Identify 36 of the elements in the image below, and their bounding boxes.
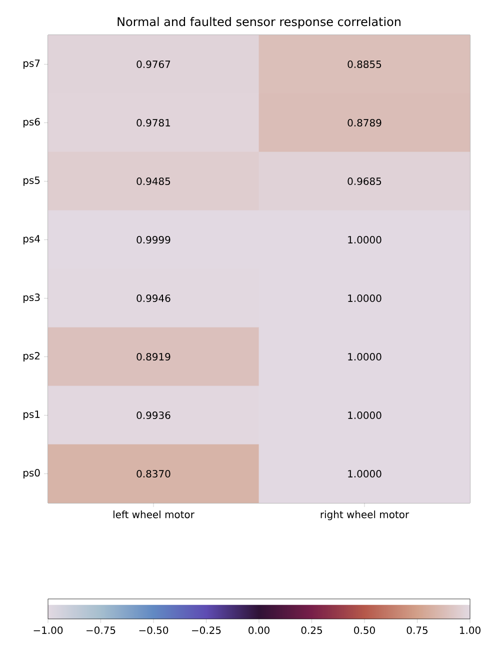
data-label: 0.9685 — [348, 177, 382, 186]
y-tick-label: ps5 — [24, 176, 40, 186]
y-tick-label: ps7 — [24, 60, 40, 69]
color-bar-label: −0.50 — [139, 626, 168, 634]
y-tick-label: ps3 — [24, 294, 40, 303]
color-bar-label: 1.00 — [460, 626, 480, 634]
data-label: 1.0000 — [348, 236, 382, 244]
y-tick-label: ps2 — [24, 352, 40, 362]
data-label: 0.8789 — [348, 118, 382, 127]
data-label: 0.9767 — [136, 60, 170, 68]
data-label: 1.0000 — [348, 411, 382, 420]
data-label: 1.0000 — [348, 352, 382, 361]
color-bar-label: 0.50 — [354, 626, 375, 634]
data-label: 1.0000 — [348, 294, 382, 302]
y-tick-label: ps0 — [24, 469, 40, 478]
color-bar-label: −1.00 — [34, 626, 63, 634]
color-bar-label: −0.75 — [86, 626, 116, 634]
data-label: 0.9781 — [136, 118, 170, 127]
data-label: 0.9936 — [136, 411, 170, 420]
color-bar-label: 0.00 — [248, 626, 270, 634]
x-tick-label: left wheel motor — [114, 510, 194, 518]
y-tick-label: ps4 — [24, 235, 40, 244]
data-label: 0.8919 — [136, 352, 170, 361]
color-bar-label: 0.75 — [406, 626, 428, 634]
x-tick-label: right wheel motor — [320, 510, 410, 520]
color-bar-label: 0.25 — [301, 626, 322, 634]
data-label: 0.9485 — [136, 177, 170, 186]
data-label: 0.8855 — [348, 60, 382, 68]
y-tick-label: ps1 — [24, 410, 40, 420]
data-label: 0.9999 — [136, 236, 170, 244]
chart-title: Normal and faulted sensor response correlation — [118, 16, 400, 29]
color-bar-label: −0.25 — [192, 626, 221, 634]
y-tick-label: ps6 — [24, 118, 40, 128]
data-label: 0.8370 — [136, 470, 170, 478]
data-label: 0.9946 — [136, 294, 170, 302]
data-label: 1.0000 — [348, 470, 382, 478]
